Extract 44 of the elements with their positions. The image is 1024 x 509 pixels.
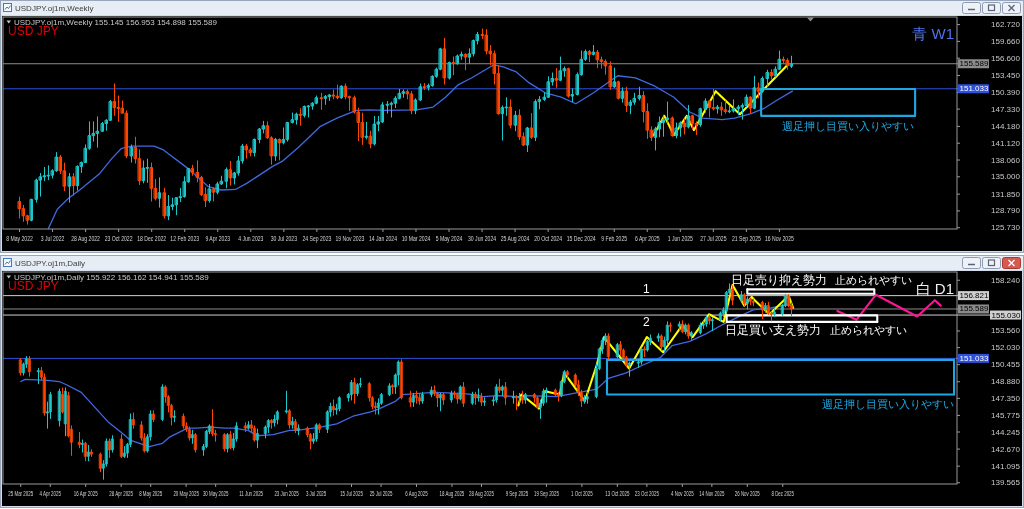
annotation: 週足押し目買い入りやすい [782, 120, 914, 133]
y-tick-label: 162.720 [991, 20, 1021, 30]
y-tick-label: 150.455 [991, 360, 1021, 370]
ref-line-label: 151.033 [959, 84, 989, 94]
y-tick-label: 128.790 [991, 206, 1021, 216]
y-tick-label: 158.240 [991, 275, 1021, 285]
y-tick-label: 144.180 [991, 121, 1021, 131]
ref-line-label: 156.821 [959, 291, 989, 301]
y-tick-label: 156.600 [991, 53, 1021, 63]
y-tick-label: 153.450 [991, 70, 1021, 80]
ref-line-label: 155.589 [959, 59, 989, 69]
y-tick-label: 138.060 [991, 155, 1021, 165]
y-tick-label: 144.245 [991, 427, 1021, 437]
annotation: 日足買い支え勢力 [725, 323, 821, 337]
y-tick-label: 152.030 [991, 343, 1021, 353]
annotation: 青 W1 [912, 24, 954, 42]
ref-line-label: 151.033 [959, 353, 989, 363]
ref-line-label: 155.589 [959, 304, 989, 314]
y-tick-label: 125.730 [991, 223, 1021, 233]
annotation: 2 [643, 315, 650, 329]
annotation: 週足押し目買い入りやすい [822, 398, 954, 411]
annotation: 1 [643, 282, 650, 296]
y-tick-label: 141.120 [991, 138, 1021, 148]
annotation: 日足売り抑え勢力 [731, 273, 827, 287]
y-tick-label: 131.850 [991, 189, 1021, 199]
y-tick-label: 141.095 [991, 461, 1021, 471]
annotation: 止められやすい [835, 274, 912, 287]
annotation: 止められやすい [830, 324, 907, 337]
y-tick-label: 159.660 [991, 36, 1021, 46]
ref-line-label: 155.030 [991, 310, 1021, 320]
y-tick-label: 150.390 [991, 87, 1021, 97]
annotation: 白 D1 [915, 279, 954, 297]
y-tick-label: 153.560 [991, 326, 1021, 336]
y-tick-label: 147.330 [991, 104, 1021, 114]
chart-subtitle: USDJPY.oj1m,Weekly 155.145 156.953 154.898 155.589 [14, 17, 218, 27]
text: USDJPY.oj1m,Weekly [15, 4, 94, 13]
chart-subtitle: USDJPY.oj1m,Daily 155.922 156.162 154.941 155.589 [14, 272, 210, 282]
y-tick-label: 148.880 [991, 377, 1021, 387]
y-tick-label: 145.775 [991, 410, 1021, 420]
y-tick-label: 139.565 [991, 478, 1021, 488]
text: USDJPY.oj1m,Daily [15, 259, 86, 268]
y-tick-label: 135.000 [991, 172, 1021, 182]
y-tick-label: 147.350 [991, 393, 1021, 403]
y-tick-label: 142.670 [991, 444, 1021, 454]
